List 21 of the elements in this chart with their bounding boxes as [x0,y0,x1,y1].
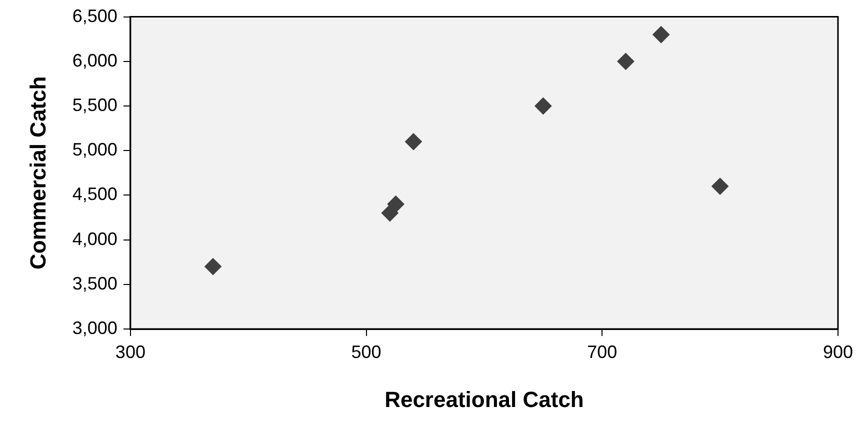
x-tick-label: 700 [587,342,618,362]
x-tick-label: 300 [115,342,146,362]
point [387,196,404,213]
point [404,133,422,150]
x-tick-label: 500 [351,342,382,362]
y-tick-label: 3,500 [72,273,118,294]
point [652,26,670,44]
y-tick-label: 5,000 [72,140,118,160]
x-tick-label: 900 [822,342,854,362]
y-tick-label: 4,000 [72,228,118,249]
y-axis-title: Commercial Catch [25,76,50,270]
x-axis-title: Recreational Catch [384,386,584,412]
y-tick-label: 4,500 [72,184,118,204]
point [712,178,729,195]
point [204,258,222,276]
y-tick-label: 6,000 [72,50,118,70]
y-tick-label: 5,500 [72,94,118,115]
y-tick-label: 3,000 [72,318,118,338]
point [617,52,634,70]
point [534,98,552,114]
y-tick-label: 6,500 [72,6,118,26]
